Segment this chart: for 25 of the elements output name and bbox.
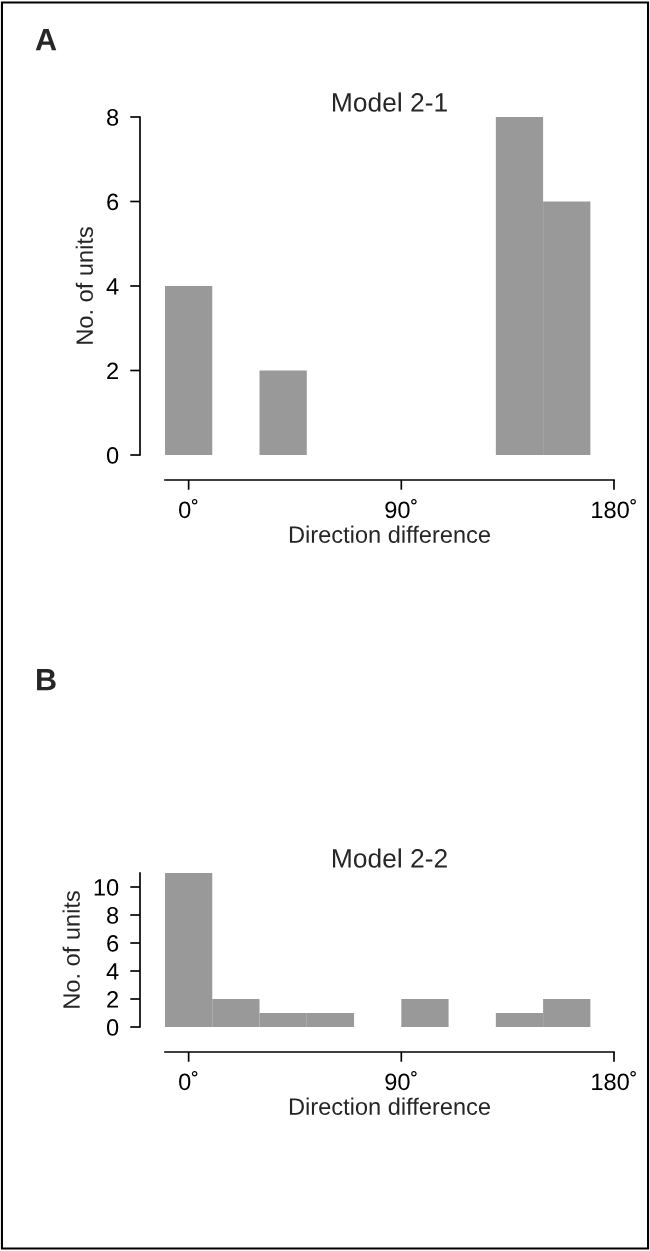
y-axis-title: No. of units <box>75 227 94 344</box>
x-axis-title: Direction difference <box>289 525 490 543</box>
y-tick-label: 2 <box>107 362 118 380</box>
text: A <box>35 29 57 51</box>
x-tick-label: 180˚ <box>592 1070 636 1091</box>
x-tick-label: 180˚ <box>592 498 636 519</box>
y-tick-label: 0 <box>106 447 119 464</box>
x-tick-label: 90˚ <box>385 498 417 519</box>
y-tick-label: 8 <box>107 907 119 924</box>
x-tick-label: 0˚ <box>179 498 198 519</box>
y-tick-label: 6 <box>107 935 119 952</box>
y-tick-label: 4 <box>106 963 119 980</box>
x-tick-label: 90˚ <box>385 1070 417 1091</box>
y-tick-label: 0 <box>106 1019 119 1036</box>
y-tick-label: 2 <box>107 991 118 1008</box>
text: B <box>37 669 56 691</box>
chart-title: Model 2-1 <box>333 92 447 112</box>
y-tick-label: 10 <box>94 879 119 896</box>
y-axis-title: No. of units <box>62 891 80 1008</box>
y-tick-label: 6 <box>107 193 119 211</box>
y-tick-label: 4 <box>106 278 119 295</box>
chart-title: Model 2-2 <box>333 848 447 868</box>
x-axis-title: Direction difference <box>289 1097 490 1115</box>
y-tick-label: 8 <box>107 109 119 126</box>
x-tick-label: 0˚ <box>179 1070 198 1091</box>
